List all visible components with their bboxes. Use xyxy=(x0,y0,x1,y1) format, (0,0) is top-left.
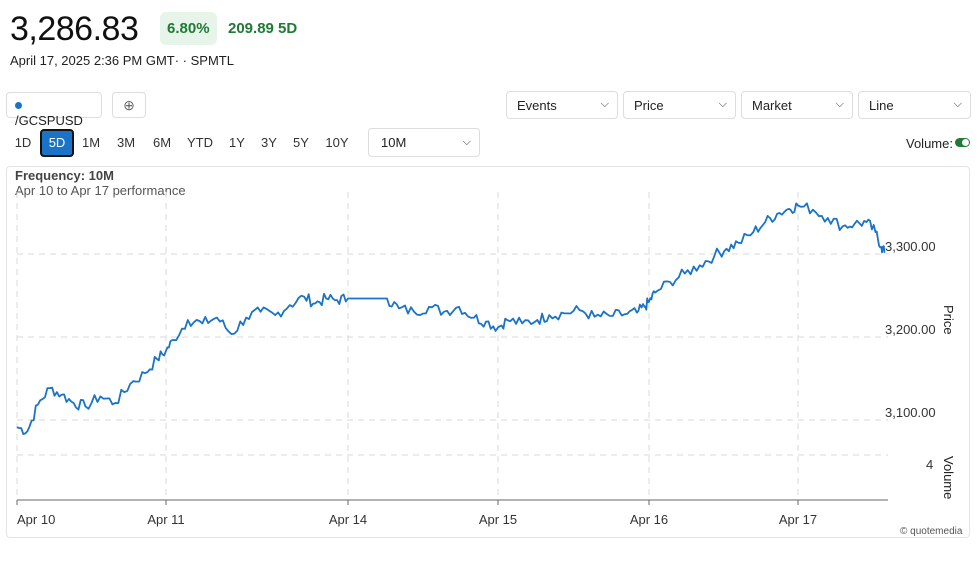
x-tick-label: Apr 14 xyxy=(329,512,367,527)
price-dropdown[interactable]: Price ⌵ xyxy=(623,91,736,119)
x-tick-label: Apr 11 xyxy=(147,512,184,527)
frequency-select[interactable]: 10M ⌵ xyxy=(368,128,480,157)
chevron-down-icon: ⌵ xyxy=(835,98,844,110)
y-axis-title: Price xyxy=(941,305,956,335)
range-3m[interactable]: 3M xyxy=(116,135,136,150)
chevron-down-icon: ⌵ xyxy=(953,98,962,110)
range-1m[interactable]: 1M xyxy=(81,135,101,150)
symbol-label: /GCSPUSD xyxy=(15,113,83,128)
chart-type-dropdown-label: Line xyxy=(869,98,894,113)
add-comparison-button[interactable]: ⊕ xyxy=(112,92,146,118)
market-dropdown-label: Market xyxy=(752,98,792,113)
frequency-select-label: 10M xyxy=(381,135,407,150)
events-dropdown-label: Events xyxy=(517,98,557,113)
volume-axis-title: Volume xyxy=(941,456,956,499)
change-absolute: 209.89 5D xyxy=(228,20,298,37)
range-ytd[interactable]: YTD xyxy=(187,135,213,150)
volume-toggle-label: Volume: xyxy=(906,136,953,151)
quote-timestamp: April 17, 2025 2:36 PM GMT· · SPMTL xyxy=(10,53,234,68)
y-tick-label: 3,300.00 xyxy=(885,239,936,254)
events-dropdown[interactable]: Events ⌵ xyxy=(506,91,618,119)
chart-subtitle: Apr 10 to Apr 17 performance xyxy=(15,183,186,198)
range-1d[interactable]: 1D xyxy=(14,135,32,150)
market-dropdown[interactable]: Market ⌵ xyxy=(741,91,853,119)
chart-title: Frequency: 10M xyxy=(15,168,114,183)
volume-tick-label: 4 xyxy=(926,457,933,472)
chevron-down-icon: ⌵ xyxy=(718,98,727,110)
last-price: 3,286.83 xyxy=(10,10,139,48)
volume-toggle[interactable] xyxy=(955,138,970,147)
x-tick-label: Apr 16 xyxy=(630,512,668,527)
x-tick-label: Apr 15 xyxy=(479,512,517,527)
chart-type-dropdown[interactable]: Line ⌵ xyxy=(858,91,971,119)
price-dropdown-label: Price xyxy=(634,98,664,113)
y-tick-label: 3,100.00 xyxy=(885,405,936,420)
x-tick-label: Apr 10 xyxy=(17,512,55,527)
range-1y[interactable]: 1Y xyxy=(229,135,245,150)
range-5d[interactable]: 5D xyxy=(40,129,74,157)
chart-panel xyxy=(6,166,970,538)
range-6m[interactable]: 6M xyxy=(152,135,172,150)
price-series-line xyxy=(16,202,886,435)
y-tick-label: 3,200.00 xyxy=(885,322,936,337)
range-10y[interactable]: 10Y xyxy=(325,135,349,150)
x-tick-label: Apr 17 xyxy=(779,512,817,527)
chevron-down-icon: ⌵ xyxy=(462,136,471,148)
range-3y[interactable]: 3Y xyxy=(261,135,277,150)
series-color-dot xyxy=(15,102,22,109)
range-5y[interactable]: 5Y xyxy=(293,135,309,150)
symbol-chip[interactable]: /GCSPUSD xyxy=(6,92,102,128)
data-credit: © quotemedia xyxy=(900,526,963,537)
chevron-down-icon: ⌵ xyxy=(600,98,609,110)
change-percent-badge: 6.80% xyxy=(160,12,217,45)
